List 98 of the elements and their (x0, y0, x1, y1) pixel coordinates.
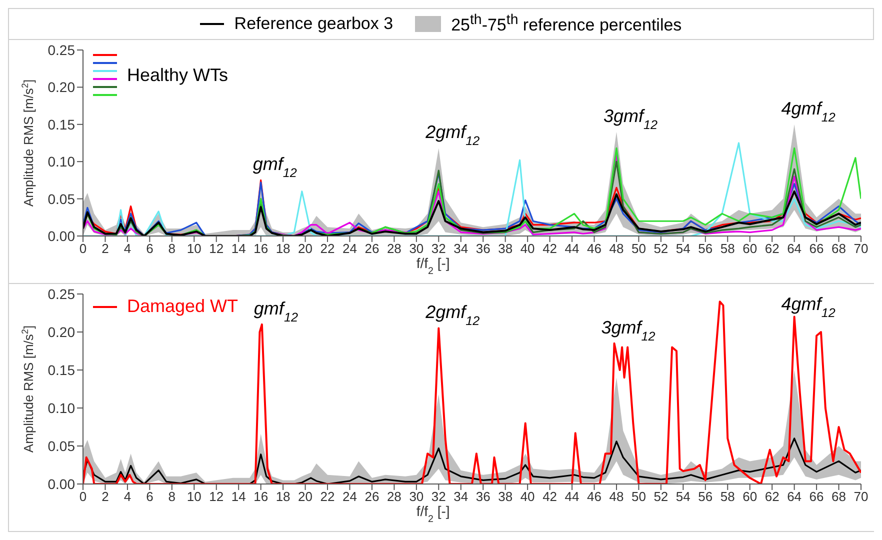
x-tick-label: 44 (564, 489, 580, 504)
x-tick-label: 68 (832, 241, 846, 256)
x-tick-label: 46 (587, 489, 602, 504)
annotation: gmf$_{12}$ (254, 298, 298, 324)
y-tick-label: 0.05 (48, 438, 76, 454)
legend-title: Healthy WTs (127, 64, 228, 86)
annotation: gmf$_{12}$ (252, 154, 297, 180)
y-tick-label: 0.00 (48, 228, 76, 244)
x-tick-label: 12 (209, 489, 224, 504)
x-tick-label: 42 (542, 241, 558, 256)
x-tick-label: 52 (654, 241, 668, 256)
x-tick-label: 4 (124, 241, 132, 256)
x-tick-label: 2 (102, 241, 109, 256)
x-tick-label: 70 (854, 241, 868, 256)
y-tick-label: 0.05 (48, 190, 76, 207)
x-tick-label: 32 (431, 241, 446, 256)
x-tick-label: 30 (409, 489, 424, 504)
x-tick-label: 38 (498, 241, 513, 256)
x-axis-title: f/f$_{2}$ [-] (416, 503, 450, 524)
annotation: 3gmf$_{12}$ (601, 317, 656, 344)
x-tick-label: 48 (609, 241, 624, 256)
x-tick-label: 46 (587, 241, 602, 256)
x-tick-label: 48 (609, 489, 624, 504)
x-tick-label: 26 (364, 489, 380, 504)
x-tick-label: 24 (342, 489, 357, 504)
x-tick-label: 62 (764, 489, 780, 504)
x-tick-label: 10 (186, 489, 202, 504)
x-tick-label: 0 (79, 489, 87, 504)
y-tick-label: 0.25 (48, 286, 76, 302)
x-tick-label: 56 (698, 489, 713, 504)
x-tick-label: 24 (342, 241, 357, 256)
x-tick-label: 64 (787, 489, 802, 504)
x-tick-label: 34 (454, 489, 468, 504)
annotation: 4gmf$_{12}$ (781, 294, 836, 320)
x-tick-label: 50 (631, 241, 646, 256)
x-tick-label: 70 (854, 489, 868, 504)
x-tick-label: 40 (520, 241, 535, 256)
x-tick-label: 66 (809, 489, 824, 504)
x-tick-label: 28 (386, 489, 402, 504)
x-tick-label: 10 (186, 241, 202, 256)
x-tick-label: 60 (742, 241, 758, 256)
legend-label: Damaged WT (127, 296, 238, 317)
x-tick-label: 54 (676, 241, 690, 256)
y-tick-label: 0.20 (48, 79, 76, 96)
x-tick-label: 8 (168, 489, 176, 504)
x-tick-label: 40 (520, 489, 535, 504)
x-tick-label: 54 (676, 489, 690, 504)
x-tick-label: 36 (476, 489, 490, 504)
x-tick-label: 0 (79, 241, 87, 256)
legend-label: Reference gearbox 3 (234, 14, 394, 34)
x-tick-label: 32 (431, 489, 446, 504)
y-tick-label: 0.25 (48, 42, 76, 58)
annotation: 2gmf$_{12}$ (424, 302, 480, 328)
x-tick-label: 14 (231, 489, 246, 504)
x-tick-label: 58 (720, 489, 735, 504)
text: 25$^{th}$-75$^{th}$ reference percentiles (451, 12, 682, 36)
x-tick-label: 60 (742, 489, 758, 504)
x-tick-label: 62 (764, 241, 780, 256)
annotation: 4gmf$_{12}$ (781, 98, 836, 124)
x-tick-label: 52 (654, 489, 668, 504)
y-tick-label: 0.10 (48, 154, 76, 170)
x-tick-label: 28 (386, 241, 402, 256)
x-tick-label: 12 (209, 241, 224, 256)
x-tick-label: 18 (276, 241, 290, 256)
x-tick-label: 66 (809, 241, 824, 256)
x-tick-label: 14 (231, 241, 246, 256)
x-tick-label: 64 (787, 241, 802, 256)
x-tick-label: 44 (564, 241, 580, 256)
x-tick-label: 16 (254, 241, 268, 256)
x-tick-label: 34 (454, 241, 468, 256)
x-tick-label: 22 (320, 489, 335, 504)
y-tick-label: 0.15 (48, 116, 76, 132)
x-tick-label: 18 (276, 489, 290, 504)
x-tick-label: 6 (146, 241, 154, 256)
y-tick-label: 0.15 (48, 362, 76, 378)
x-tick-label: 30 (409, 241, 424, 256)
x-tick-label: 20 (298, 489, 313, 504)
annotation: 3gmf$_{12}$ (603, 106, 658, 132)
x-tick-label: 26 (364, 241, 380, 256)
y-tick-label: 0.00 (48, 476, 76, 492)
x-tick-label: 6 (146, 489, 154, 504)
x-tick-label: 56 (698, 241, 713, 256)
x-tick-label: 36 (476, 241, 490, 256)
annotation: 2gmf$_{12}$ (424, 122, 480, 148)
x-tick-label: 22 (320, 241, 335, 256)
x-tick-label: 2 (102, 489, 109, 504)
x-axis-title: f/f$_{2}$ [-] (416, 255, 450, 276)
x-tick-label: 50 (631, 489, 646, 504)
x-tick-label: 38 (498, 489, 513, 504)
x-tick-label: 42 (542, 489, 558, 504)
x-tick-label: 16 (254, 489, 268, 504)
x-tick-label: 68 (832, 489, 846, 504)
y-tick-label: 0.20 (48, 324, 76, 340)
x-tick-label: 58 (720, 241, 735, 256)
x-tick-label: 8 (168, 241, 176, 256)
x-tick-label: 20 (298, 241, 313, 256)
x-tick-label: 4 (124, 489, 132, 504)
y-tick-label: 0.10 (48, 400, 76, 416)
